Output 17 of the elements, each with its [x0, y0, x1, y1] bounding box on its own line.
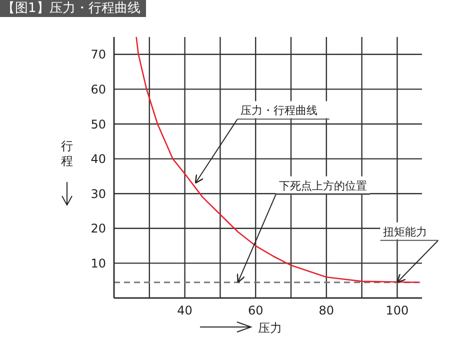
- annotation: 压力・行程曲线: [240, 104, 318, 118]
- y-tick-label: 10: [90, 256, 106, 270]
- x-tick-label: 60: [248, 304, 264, 318]
- x-tick-label: 80: [318, 304, 334, 318]
- y-tick-label: 20: [90, 222, 106, 236]
- annotation: 扭矩能力: [383, 225, 428, 238]
- annotation: 下死点上方的位置: [278, 179, 367, 192]
- y-tick-label: 30: [90, 186, 106, 201]
- y-tick-label: 70: [90, 48, 106, 62]
- x-tick-label: 40: [177, 304, 192, 318]
- y-tick-label: 40: [90, 152, 106, 166]
- x-axis-title: 压力: [258, 321, 282, 335]
- y-axis-title: 行程: [61, 139, 73, 168]
- y-tick-label: 60: [90, 82, 106, 96]
- y-tick-label: 50: [90, 117, 106, 132]
- x-tick-label: 100: [386, 304, 409, 318]
- chart-title: 【图1】压力・行程曲线: [0, 0, 146, 17]
